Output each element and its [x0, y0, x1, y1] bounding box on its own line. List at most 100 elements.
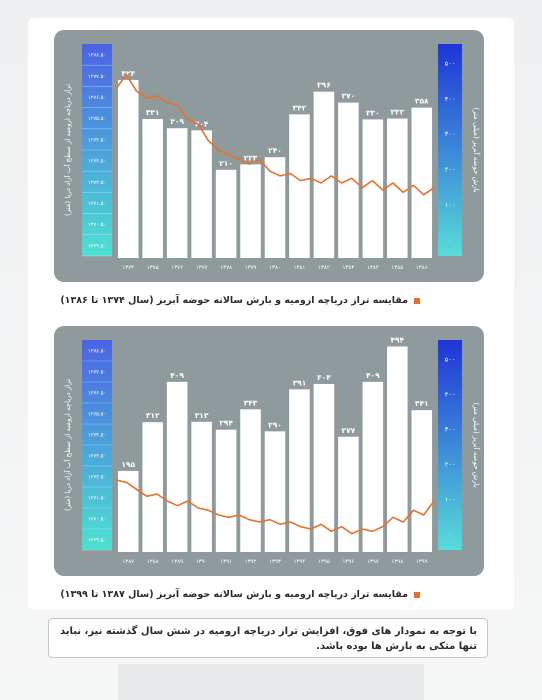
bar-value-label: ۳۱۲	[146, 411, 160, 420]
bar-9	[313, 383, 335, 552]
bar-12	[387, 118, 408, 258]
left-axis-label: تراز دریاچه ارومیه از سطح آب آزاد دریا (…	[63, 379, 72, 511]
bar-value-label: ۳۷۰	[342, 92, 356, 101]
x-tick-label: ۱۳۷۷	[196, 265, 208, 271]
chart-2-caption: مقایسه تراز دریاچه ارومیه و بارش سالانه …	[60, 589, 420, 600]
chart-2-caption-text: مقایسه تراز دریاچه ارومیه و بارش سالانه …	[60, 589, 408, 600]
bar-value-label: ۳۹۶	[317, 81, 331, 90]
bar-value-label: ۳۴۱	[415, 399, 429, 408]
bar-value-label: ۲۹۰	[268, 420, 282, 429]
left-axis-label: تراز دریاچه ارومیه از سطح آب آزاد دریا (…	[63, 84, 72, 216]
bar-value-label: ۲۷۷	[342, 426, 356, 435]
left-axis-tick-label: ۱۲۷۸.۵۰	[88, 53, 106, 59]
left-axis-tick-label: ۱۲۷۳.۵۰	[88, 159, 106, 165]
conclusion-note: با توجه به نمودار های فوق، افزایش تراز د…	[48, 618, 488, 658]
bullet-square-icon	[414, 591, 420, 598]
chart-panel-2: ۱۲۷۸.۵۰ ۱۲۷۷.۵۰ ۱۲۷۶.۵۰ ۱۲۷۵.۵۰ ۱۲۷۴.۵۰ ۱۲۷۳.…	[54, 326, 484, 576]
bar-value-label: ۳۳۲	[390, 108, 404, 117]
x-tick-label: ۱۳۸۵	[391, 265, 403, 271]
bar-6	[240, 164, 261, 258]
right-axis-tick-label: ۵۰۰	[445, 59, 455, 67]
bar-8	[289, 389, 310, 552]
x-tick-label: ۱۳۸۰	[269, 265, 281, 271]
left-axis-tick-label: ۱۲۷۵.۵۰	[88, 412, 106, 418]
x-tick-label: ۱۳۹۸	[391, 559, 403, 565]
bar-value-label: ۳۵۸	[415, 97, 429, 106]
bar-value-label: ۲۲۳	[244, 153, 258, 162]
right-axis-tick-label: ۲۰۰	[445, 165, 455, 173]
bar-value-label: ۳۴۳	[244, 398, 258, 407]
chart-1-caption: مقایسه تراز دریاچه ارومیه و بارش سالانه …	[60, 295, 420, 306]
bar-5	[215, 169, 237, 258]
bar-1	[117, 470, 139, 552]
x-tick-label: ۱۳۹۳	[269, 559, 281, 565]
right-axis-label: بارش حوضه آبریز (میلی متر)	[472, 107, 481, 192]
bar-12	[387, 346, 408, 552]
bar-value-label: ۴۰۹	[366, 371, 380, 380]
bar-13	[411, 410, 433, 552]
x-tick-label: ۱۳۷۸	[220, 265, 232, 271]
bar-2	[142, 118, 163, 258]
right-axis-scale	[438, 44, 462, 256]
x-tick-label: ۱۳۹۲	[245, 559, 257, 565]
right-axis-tick-label: ۲۰۰	[445, 460, 455, 468]
x-tick-label: ۱۳۸۹	[171, 559, 183, 565]
left-axis-tick-label: ۱۲۷۶.۵۰	[88, 95, 106, 101]
left-axis-tick-label: ۱۲۷۶.۵۰	[88, 391, 106, 397]
bar-7	[264, 431, 286, 552]
left-axis-tick-label: ۱۲۶۹.۵۰	[88, 538, 106, 544]
x-tick-label: ۱۳۸۸	[147, 559, 159, 565]
chart-1-caption-text: مقایسه تراز دریاچه ارومیه و بارش سالانه …	[60, 295, 408, 306]
bar-value-label: ۴۹۴	[390, 335, 404, 344]
bar-value-label: ۴۰۴	[317, 373, 331, 382]
left-axis-tick-label: ۱۲۷۰.۵۰	[88, 517, 106, 523]
right-axis-tick-label: ۱۰۰	[445, 495, 455, 503]
x-tick-label: ۱۳۹۷	[367, 559, 379, 565]
bar-value-label: ۳۴۲	[293, 103, 307, 112]
bar-11	[362, 381, 384, 552]
footer-block	[118, 664, 424, 700]
bar-value-label: ۳۳۱	[146, 108, 160, 117]
bar-value-label: ۳۰۹	[170, 117, 184, 126]
x-tick-label: ۱۳۹۰	[196, 559, 208, 565]
bar-2	[142, 422, 163, 552]
left-axis-tick-label: ۱۲۷۲.۵۰	[88, 475, 106, 481]
bar-value-label: ۲۹۴	[219, 419, 233, 428]
left-axis-scale	[82, 44, 112, 256]
bar-3	[166, 128, 188, 258]
left-axis-scale	[82, 340, 112, 550]
lake-level-line	[115, 479, 435, 535]
bullet-square-icon	[414, 297, 420, 304]
right-axis-tick-label: ۵۰۰	[445, 355, 455, 363]
right-axis-scale	[438, 340, 462, 550]
bar-value-label: ۲۴۰	[268, 146, 282, 155]
bar-value-label: ۱۹۵	[121, 460, 135, 469]
right-axis-tick-label: ۳۰۰	[445, 130, 455, 138]
left-axis-tick-label: ۱۲۷۷.۵۰	[88, 370, 106, 376]
x-tick-label: ۱۳۷۴	[122, 265, 134, 271]
bar-value-label: ۲۱۰	[219, 159, 233, 168]
left-axis-tick-label: ۱۲۷۸.۵۰	[88, 349, 106, 355]
right-axis-label: بارش حوضه آبریز (میلی متر)	[472, 402, 481, 487]
x-tick-label: ۱۳۹۵	[318, 559, 330, 565]
chart-panel-1: ۱۲۷۸.۵۰ ۱۲۷۷.۵۰ ۱۲۷۶.۵۰ ۱۲۷۵.۵۰ ۱۲۷۴.۵۰ ۱۲۷۳.…	[54, 30, 484, 282]
bar-value-label: ۴۰۹	[170, 371, 184, 380]
chart-1: ۱۲۷۸.۵۰ ۱۲۷۷.۵۰ ۱۲۷۶.۵۰ ۱۲۷۵.۵۰ ۱۲۷۴.۵۰ ۱۲۷۳.…	[63, 44, 481, 271]
x-tick-label: ۱۳۷۵	[147, 265, 159, 271]
bar-value-label: ۳۹۱	[293, 378, 307, 387]
left-axis-tick-label: ۱۲۷۳.۵۰	[88, 454, 106, 460]
x-tick-label: ۱۳۷۹	[245, 265, 257, 271]
x-tick-label: ۱۳۹۴	[294, 559, 306, 565]
x-tick-label: ۱۳۸۳	[342, 265, 354, 271]
bar-9	[313, 91, 335, 259]
bar-11	[362, 119, 384, 259]
x-tick-label: ۱۳۸۱	[294, 265, 306, 271]
bar-4	[191, 130, 212, 258]
right-axis-tick-label: ۱۰۰	[445, 201, 455, 209]
left-axis-tick-label: ۱۲۷۰.۵۰	[88, 222, 106, 228]
bar-5	[215, 429, 237, 552]
bar-value-label: ۴۲۴	[121, 69, 135, 78]
bar-4	[191, 421, 212, 552]
bar-10	[338, 436, 359, 552]
bar-3	[166, 381, 188, 552]
